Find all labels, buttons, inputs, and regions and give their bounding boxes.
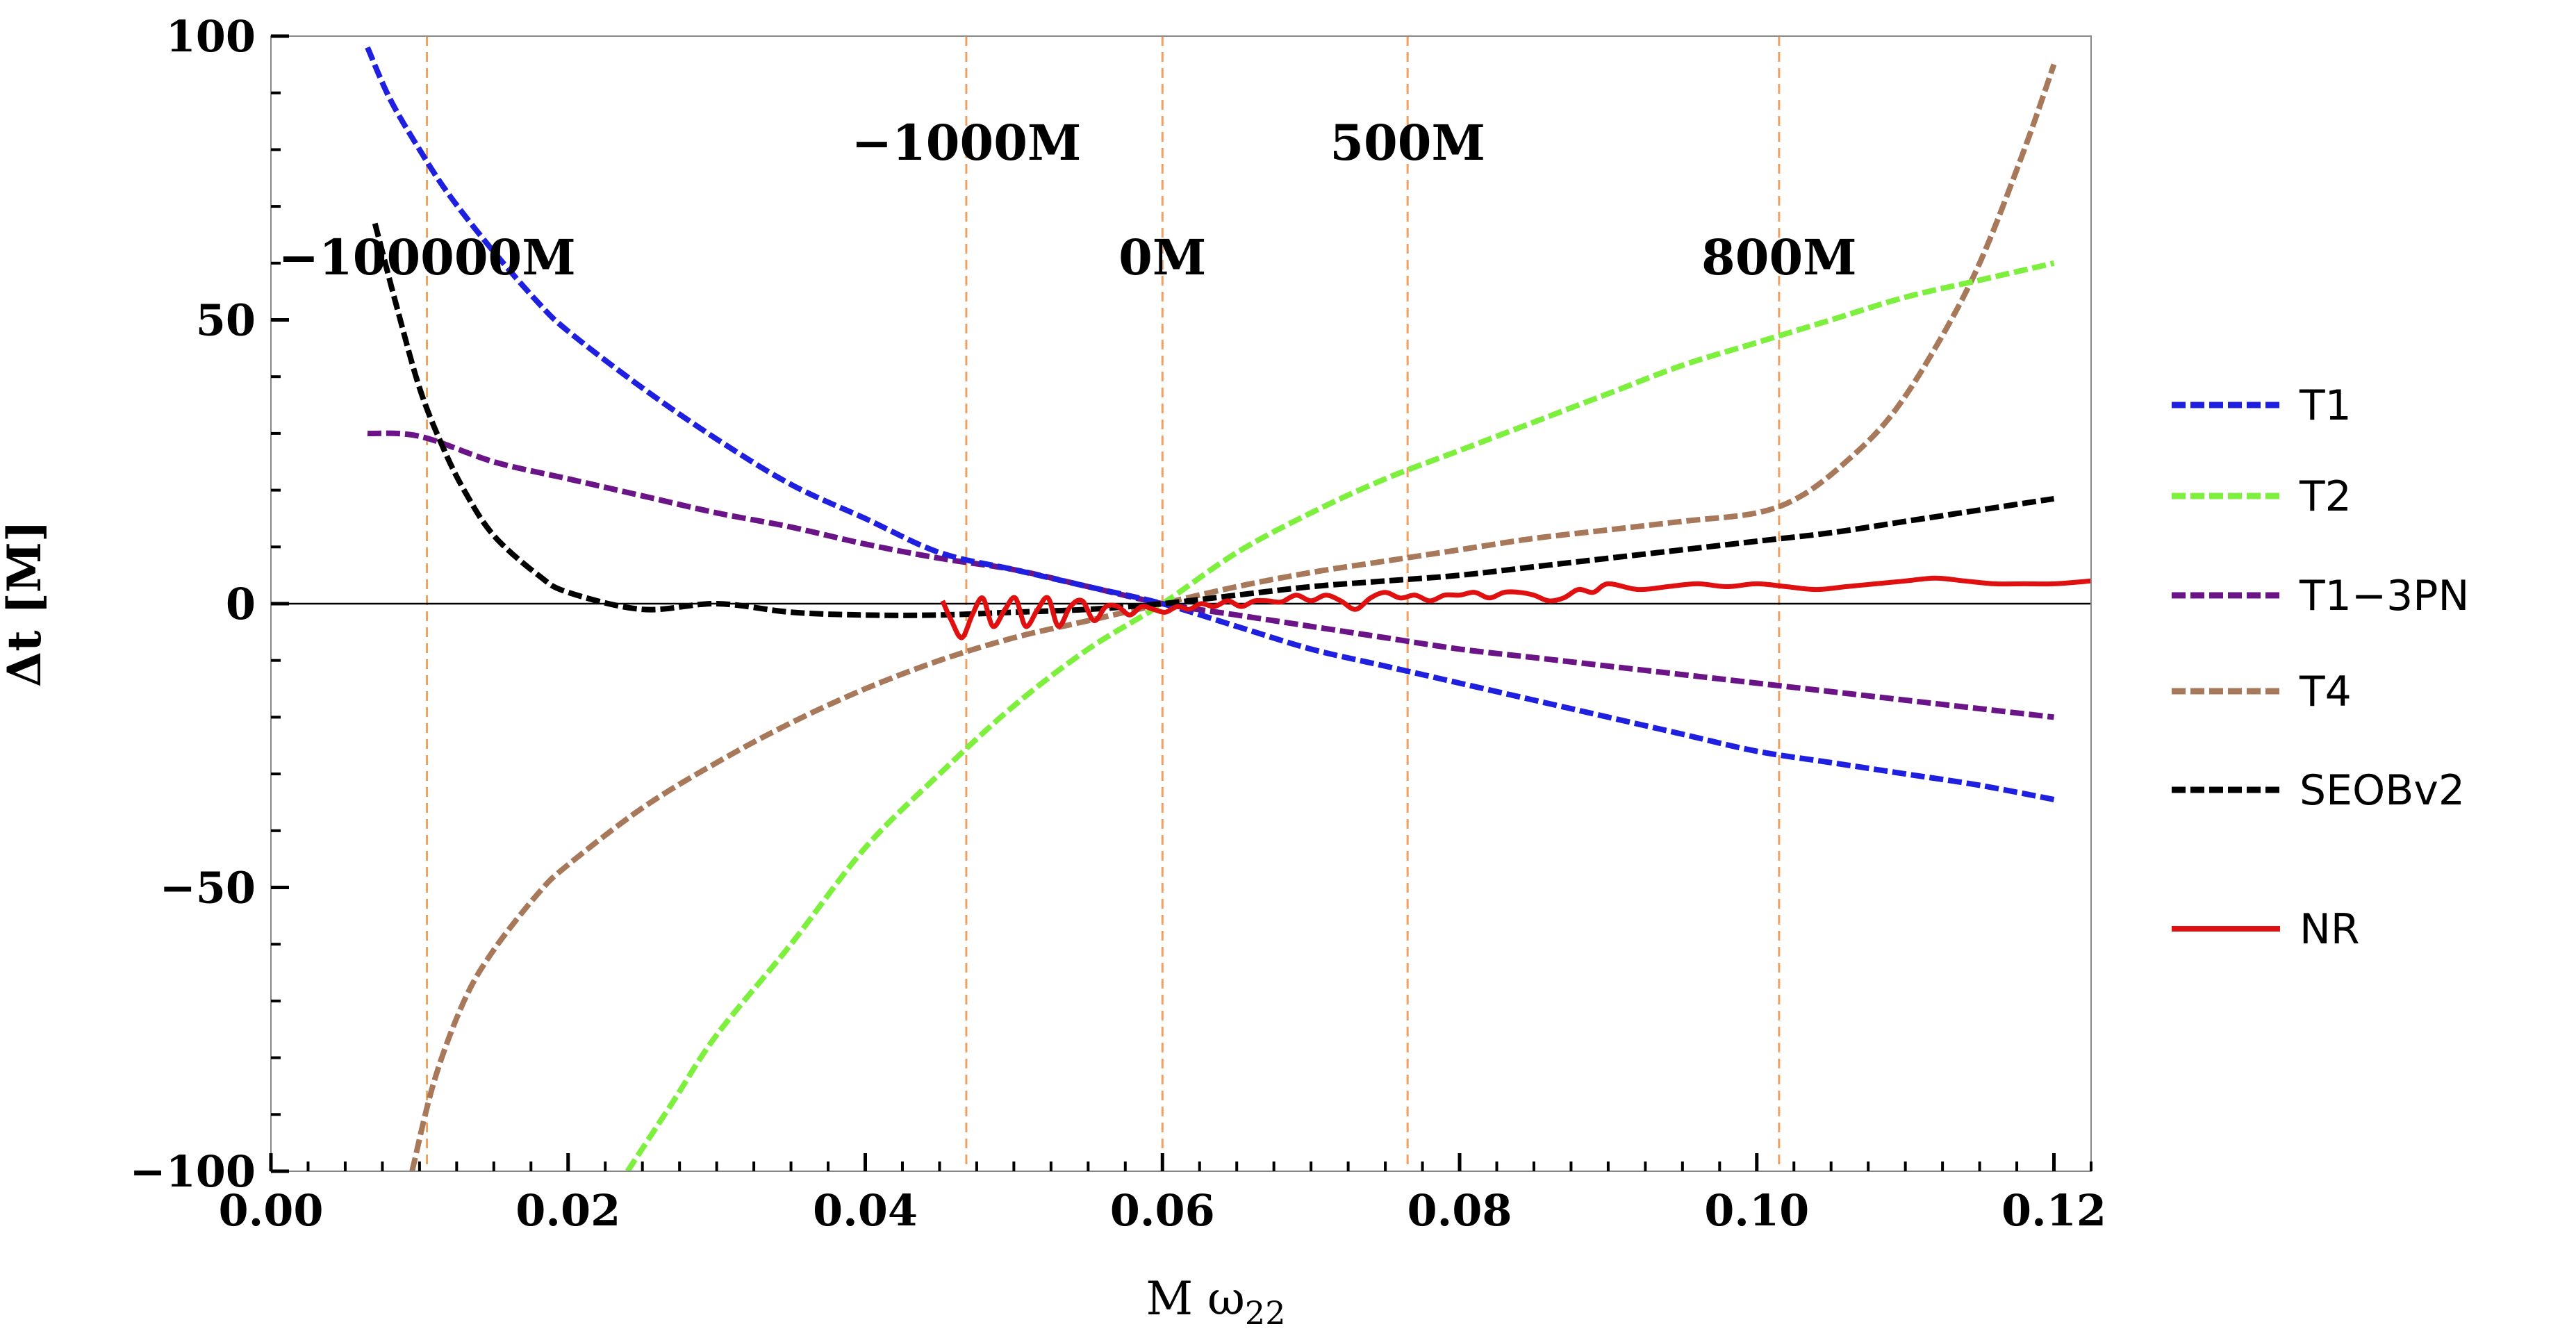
marker-label: −1000M bbox=[851, 114, 1081, 172]
legend-label: NR bbox=[2300, 905, 2360, 954]
x-axis-label-main: M ω bbox=[1146, 1272, 1245, 1325]
x-tick-label: 0.00 bbox=[218, 1185, 323, 1236]
marker-label: 500M bbox=[1330, 114, 1485, 172]
legend-label: SEOBv2 bbox=[2300, 766, 2465, 815]
marker-labels: −100000M −1000M 0M 500M 800M bbox=[278, 114, 1856, 286]
x-tick-label: 0.10 bbox=[1704, 1185, 1809, 1236]
legend: T1 T2 T1−3PN T4 SEOBv2 NR bbox=[2172, 381, 2469, 954]
series-line-seobv2 bbox=[372, 222, 2055, 618]
x-tick-label: 0.06 bbox=[1110, 1185, 1215, 1236]
legend-label: T4 bbox=[2299, 668, 2352, 716]
legend-label: T2 bbox=[2299, 472, 2352, 521]
marker-label: 0M bbox=[1118, 229, 1206, 286]
marker-label: 800M bbox=[1701, 229, 1857, 286]
series-layer bbox=[365, 46, 2091, 1171]
series-line-t2 bbox=[625, 260, 2055, 1171]
axes-layer: 0.00 0.02 0.04 0.06 0.08 0.10 0.12 100 50 0 −50 −10… bbox=[130, 11, 2106, 1236]
x-tick-label: 0.08 bbox=[1407, 1185, 1512, 1236]
series-line-t1-3pn bbox=[367, 430, 2054, 720]
y-axis-label: Δt [M] bbox=[0, 520, 51, 687]
series-line-nr bbox=[940, 575, 2091, 640]
x-tick-label: 0.04 bbox=[813, 1185, 918, 1236]
series-line-t1 bbox=[365, 46, 2055, 802]
y-tick-label: 50 bbox=[196, 295, 256, 346]
legend-label: T1 bbox=[2299, 381, 2352, 430]
legend-label: T1−3PN bbox=[2299, 572, 2469, 620]
x-axis-label: M ω22 bbox=[1146, 1272, 1286, 1331]
x-tick-label: 0.02 bbox=[515, 1185, 620, 1236]
y-tick-label: 0 bbox=[226, 579, 256, 629]
x-axis-label-subscript: 22 bbox=[1245, 1294, 1286, 1331]
series-line-t4 bbox=[409, 63, 2057, 1171]
y-tick-label: 100 bbox=[166, 11, 256, 62]
marker-label: −100000M bbox=[278, 229, 575, 286]
y-tick-label: −100 bbox=[130, 1146, 256, 1197]
x-tick-label: 0.12 bbox=[2001, 1185, 2106, 1236]
y-tick-label: −50 bbox=[160, 863, 256, 913]
